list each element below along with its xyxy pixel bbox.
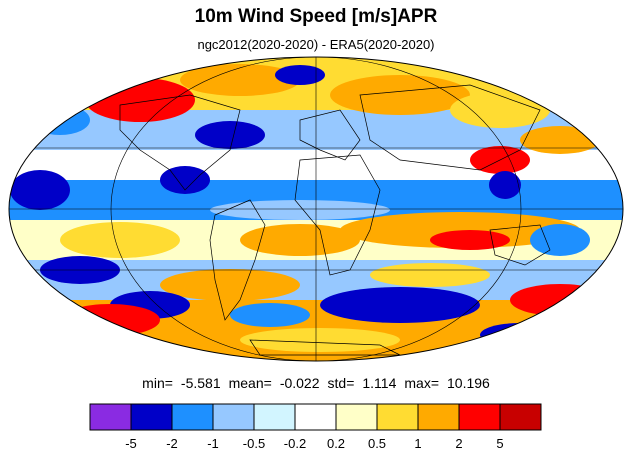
colorbar-swatch xyxy=(253,403,296,431)
colorbar-swatch xyxy=(212,403,255,431)
colorbar-swatch xyxy=(499,403,542,431)
colorbar-swatch xyxy=(376,403,419,431)
colorbar-tick-label: 0.2 xyxy=(326,436,346,451)
colorbar-tick-label: 5 xyxy=(496,436,504,451)
wind-speed-map xyxy=(8,56,624,362)
colorbar-swatch xyxy=(294,403,337,431)
colorbar-tick-label: 0.5 xyxy=(367,436,387,451)
colorbar-swatch xyxy=(417,403,460,431)
map-field xyxy=(9,57,623,361)
chart-subtitle: ngc2012(2020-2020) - ERA5(2020-2020) xyxy=(197,37,435,52)
colorbar-tick-label: 1 xyxy=(414,436,422,451)
colorbar-swatch xyxy=(89,403,132,431)
colorbar-swatch xyxy=(171,403,214,431)
colorbar-swatch xyxy=(335,403,378,431)
statistics-line: min= -5.581 mean= -0.022 std= 1.114 max= 10.196 xyxy=(142,375,490,391)
colorbar-swatch xyxy=(130,403,173,431)
colorbar-tick-label: -0.2 xyxy=(283,436,307,451)
colorbar-swatch xyxy=(458,403,501,431)
colorbar-tick-label: -1 xyxy=(207,436,219,451)
colorbar xyxy=(89,403,542,431)
colorbar-tick-label: -2 xyxy=(166,436,178,451)
chart-title: 10m Wind Speed [m/s]APR xyxy=(194,6,438,27)
colorbar-tick-label: -5 xyxy=(125,436,137,451)
colorbar-tick-label: -0.5 xyxy=(242,436,266,451)
graticule xyxy=(9,57,623,361)
globe-outline xyxy=(8,56,624,362)
colorbar-tick-label: 2 xyxy=(455,436,463,451)
